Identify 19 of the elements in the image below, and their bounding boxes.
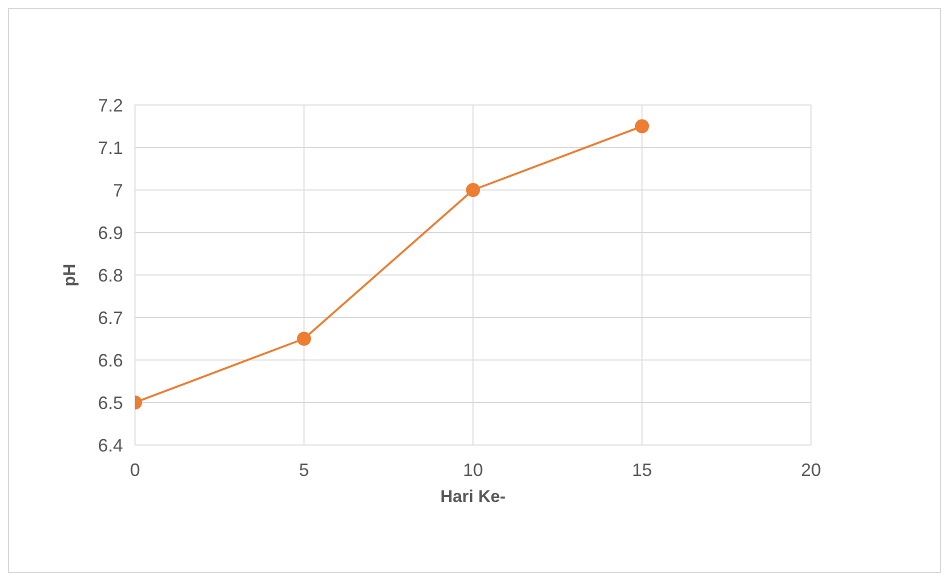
x-tick-label: 20 (800, 460, 822, 480)
point (466, 183, 480, 197)
x-axis-title: Hari Ke- (440, 487, 506, 506)
x-tick-label: 10 (462, 460, 484, 480)
x-tick-label: 15 (632, 460, 652, 480)
y-axis-title: pH (60, 264, 80, 286)
y-tick-label: 6.6 (98, 350, 123, 370)
point (297, 332, 311, 346)
y-tick-label: 6.8 (98, 265, 123, 286)
x-tick-label: 0 (130, 460, 140, 480)
y-tick-label: 7.1 (98, 138, 123, 158)
y-tick-label: 6.9 (98, 222, 123, 243)
y-tick-label: 7 (112, 180, 123, 200)
y-tick-label: 6.5 (98, 392, 123, 413)
y-tick-label: 6.4 (98, 435, 123, 456)
x-tick-label: 5 (298, 460, 310, 480)
y-tick-label: 7.2 (98, 95, 123, 116)
y-tick-label: 6.7 (98, 308, 123, 328)
point (635, 119, 649, 134)
